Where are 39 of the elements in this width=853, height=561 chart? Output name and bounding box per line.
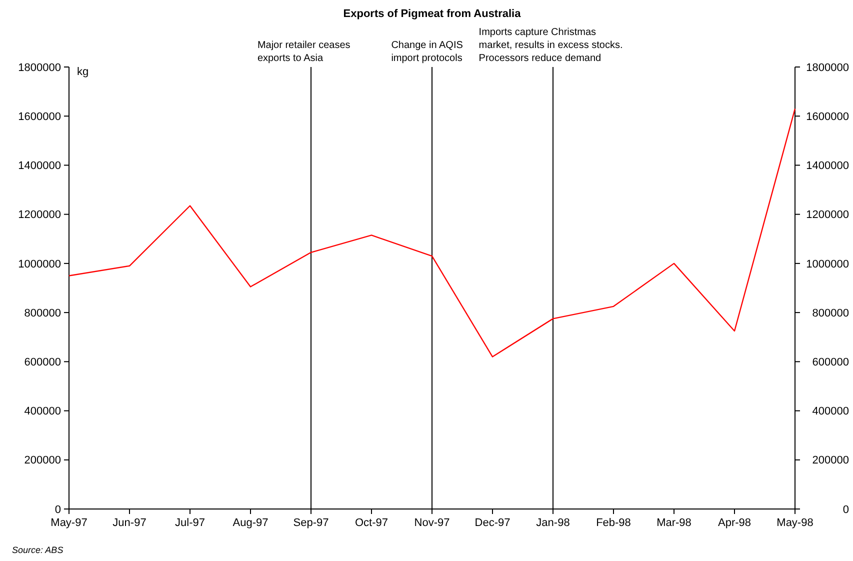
y-tick-label: 800000	[24, 307, 61, 320]
y2-tick-label: 1600000	[806, 110, 849, 123]
y-tick-label: 1600000	[18, 110, 61, 123]
x-tick-label: Jan-98	[536, 517, 570, 529]
x-tick-label: Dec-97	[474, 517, 510, 529]
y-tick-label: 1400000	[18, 160, 61, 172]
y-tick-label: 0	[54, 504, 61, 516]
y2-tick-label: 1000000	[806, 258, 849, 270]
chart-title: Exports of Pigmeat from Australia	[343, 8, 522, 20]
y-tick-label: 1800000	[18, 62, 61, 74]
x-tick-label: Sep-97	[293, 517, 329, 529]
y2-tick-label: 1200000	[806, 209, 849, 222]
x-tick-label: Mar-98	[656, 517, 692, 529]
ref-line-label: Imports capture Christmas market, results in excess stocks. Processors reduce demand	[478, 27, 623, 64]
ref-line-label: Change in AQIS import protocols	[391, 40, 464, 64]
x-tick-label: Oct-97	[354, 517, 388, 529]
x-tick-label: May-97	[50, 517, 88, 529]
ref-line-label: Major retailer ceases exports to Asia	[257, 40, 350, 64]
x-tick-label: May-98	[776, 517, 814, 529]
y-tick-label: 600000	[24, 356, 61, 369]
x-tick-label: Apr-98	[718, 517, 752, 529]
x-tick-label: Jul-97	[175, 517, 205, 529]
x-tick-label: Feb-98	[596, 517, 631, 529]
y2-tick-label: 1800000	[806, 62, 849, 74]
y2-tick-label: 400000	[812, 406, 849, 418]
y-tick-label: 1200000	[18, 209, 61, 222]
x-tick-label: Aug-97	[232, 517, 268, 529]
source-note: Source: ABS	[12, 545, 64, 555]
y2-tick-label: 800000	[812, 307, 849, 320]
y-axis-title: kg	[77, 66, 89, 78]
x-tick-label: Nov-97	[414, 517, 450, 529]
y-tick-label: 1000000	[18, 258, 61, 270]
y2-tick-label: 600000	[812, 356, 849, 369]
y-tick-label: 400000	[24, 406, 61, 418]
x-tick-label: Jun-97	[112, 517, 146, 529]
y2-tick-label: 1400000	[806, 160, 849, 172]
y2-tick-label: 0	[842, 504, 849, 516]
y2-tick-label: 200000	[812, 454, 849, 467]
y-tick-label: 200000	[24, 454, 61, 467]
